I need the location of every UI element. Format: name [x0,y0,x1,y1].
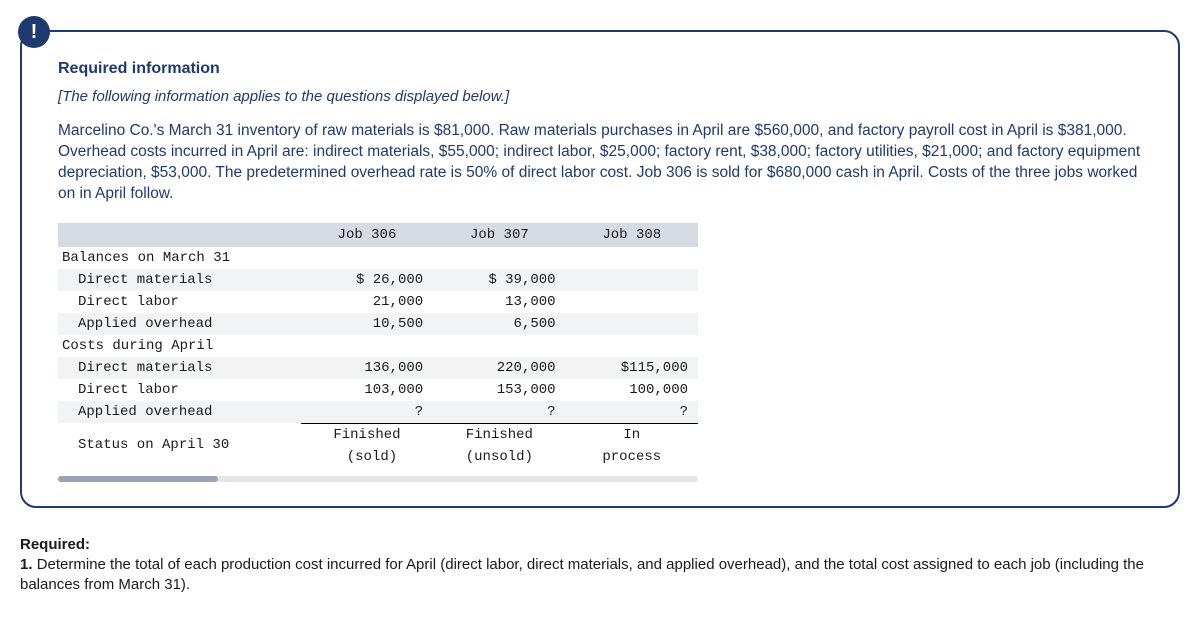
table-row: Applied overhead 10,500 6,500 [58,313,698,335]
col-job-308: Job 308 [566,223,698,247]
row-label: Applied overhead [58,313,301,335]
cell: 13,000 [433,291,565,313]
required-heading: Required: [20,536,1180,553]
scrollbar-thumb[interactable] [58,476,218,482]
table-row: Direct materials $ 26,000 $ 39,000 [58,269,698,291]
cell [566,313,698,335]
row-label: Direct labor [58,379,301,401]
col-blank [58,223,301,247]
applies-note: [The following information applies to th… [58,88,1142,105]
row-label: Applied overhead [58,401,301,424]
cell: (sold) [301,446,433,468]
alert-icon: ! [18,16,50,48]
cell: 220,000 [433,357,565,379]
cell: 153,000 [433,379,565,401]
table-row: Direct materials 136,000 220,000 $115,00… [58,357,698,379]
col-job-306: Job 306 [301,223,433,247]
horizontal-scrollbar[interactable] [58,476,698,482]
required-information-heading: Required information [58,60,1142,78]
cell [566,269,698,291]
table-row: Applied overhead ? ? ? [58,401,698,424]
cell: ? [566,401,698,424]
table-row: Costs during April [58,335,698,357]
cell: $ 26,000 [301,269,433,291]
question-number: 1. [20,556,33,573]
cell: ? [433,401,565,424]
row-status-label: Status on April 30 [58,423,301,468]
cell: In [566,423,698,446]
cell: $ 39,000 [433,269,565,291]
table-row: Direct labor 21,000 13,000 [58,291,698,313]
cell: Finished [301,423,433,446]
section-balances-label: Balances on March 31 [58,247,301,269]
table-row: Balances on March 31 [58,247,698,269]
cell: 21,000 [301,291,433,313]
cell: 136,000 [301,357,433,379]
row-label: Direct labor [58,291,301,313]
cell: 100,000 [566,379,698,401]
info-panel: ! Required information [The following in… [20,30,1180,508]
question-text: Determine the total of each production c… [20,556,1144,593]
cell: 10,500 [301,313,433,335]
cell: process [566,446,698,468]
problem-text: Marcelino Co.'s March 31 inventory of ra… [58,121,1142,205]
question-1: 1. Determine the total of each productio… [20,555,1180,596]
cell: 6,500 [433,313,565,335]
row-label: Direct materials [58,269,301,291]
cell: ? [301,401,433,424]
required-section: Required: 1. Determine the total of each… [20,536,1180,596]
table-row: Direct labor 103,000 153,000 100,000 [58,379,698,401]
table-row: Status on April 30 Finished Finished In [58,423,698,446]
row-label: Direct materials [58,357,301,379]
cell: Finished [433,423,565,446]
col-job-307: Job 307 [433,223,565,247]
job-cost-table: Job 306 Job 307 Job 308 Balances on Marc… [58,223,698,468]
section-april-label: Costs during April [58,335,301,357]
cell: 103,000 [301,379,433,401]
cell: $115,000 [566,357,698,379]
cell [566,291,698,313]
cell: (unsold) [433,446,565,468]
